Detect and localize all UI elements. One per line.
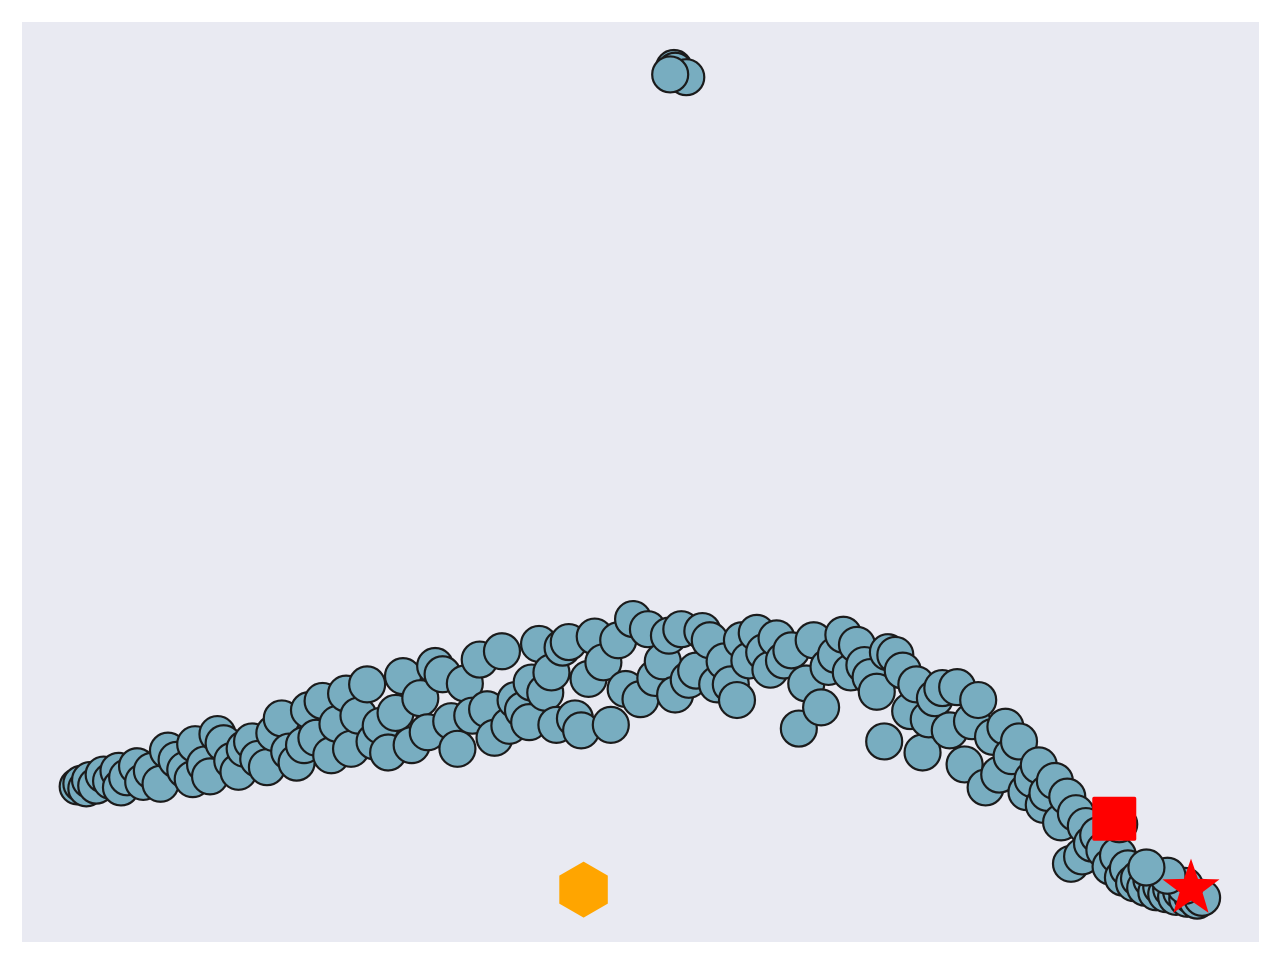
data-point	[802, 688, 841, 727]
star-marker	[1162, 858, 1220, 913]
chart-marks	[58, 48, 1222, 920]
data-point	[591, 705, 630, 744]
data-point	[959, 680, 998, 720]
square-marker	[1092, 796, 1137, 841]
data-point	[438, 729, 477, 768]
data-point	[865, 722, 904, 761]
data-point	[482, 632, 522, 671]
data-point	[1127, 848, 1166, 887]
data-point	[651, 55, 690, 94]
data-point	[717, 680, 757, 720]
data-point	[348, 665, 387, 704]
hexagon-marker	[559, 861, 608, 918]
data-point	[857, 672, 896, 711]
